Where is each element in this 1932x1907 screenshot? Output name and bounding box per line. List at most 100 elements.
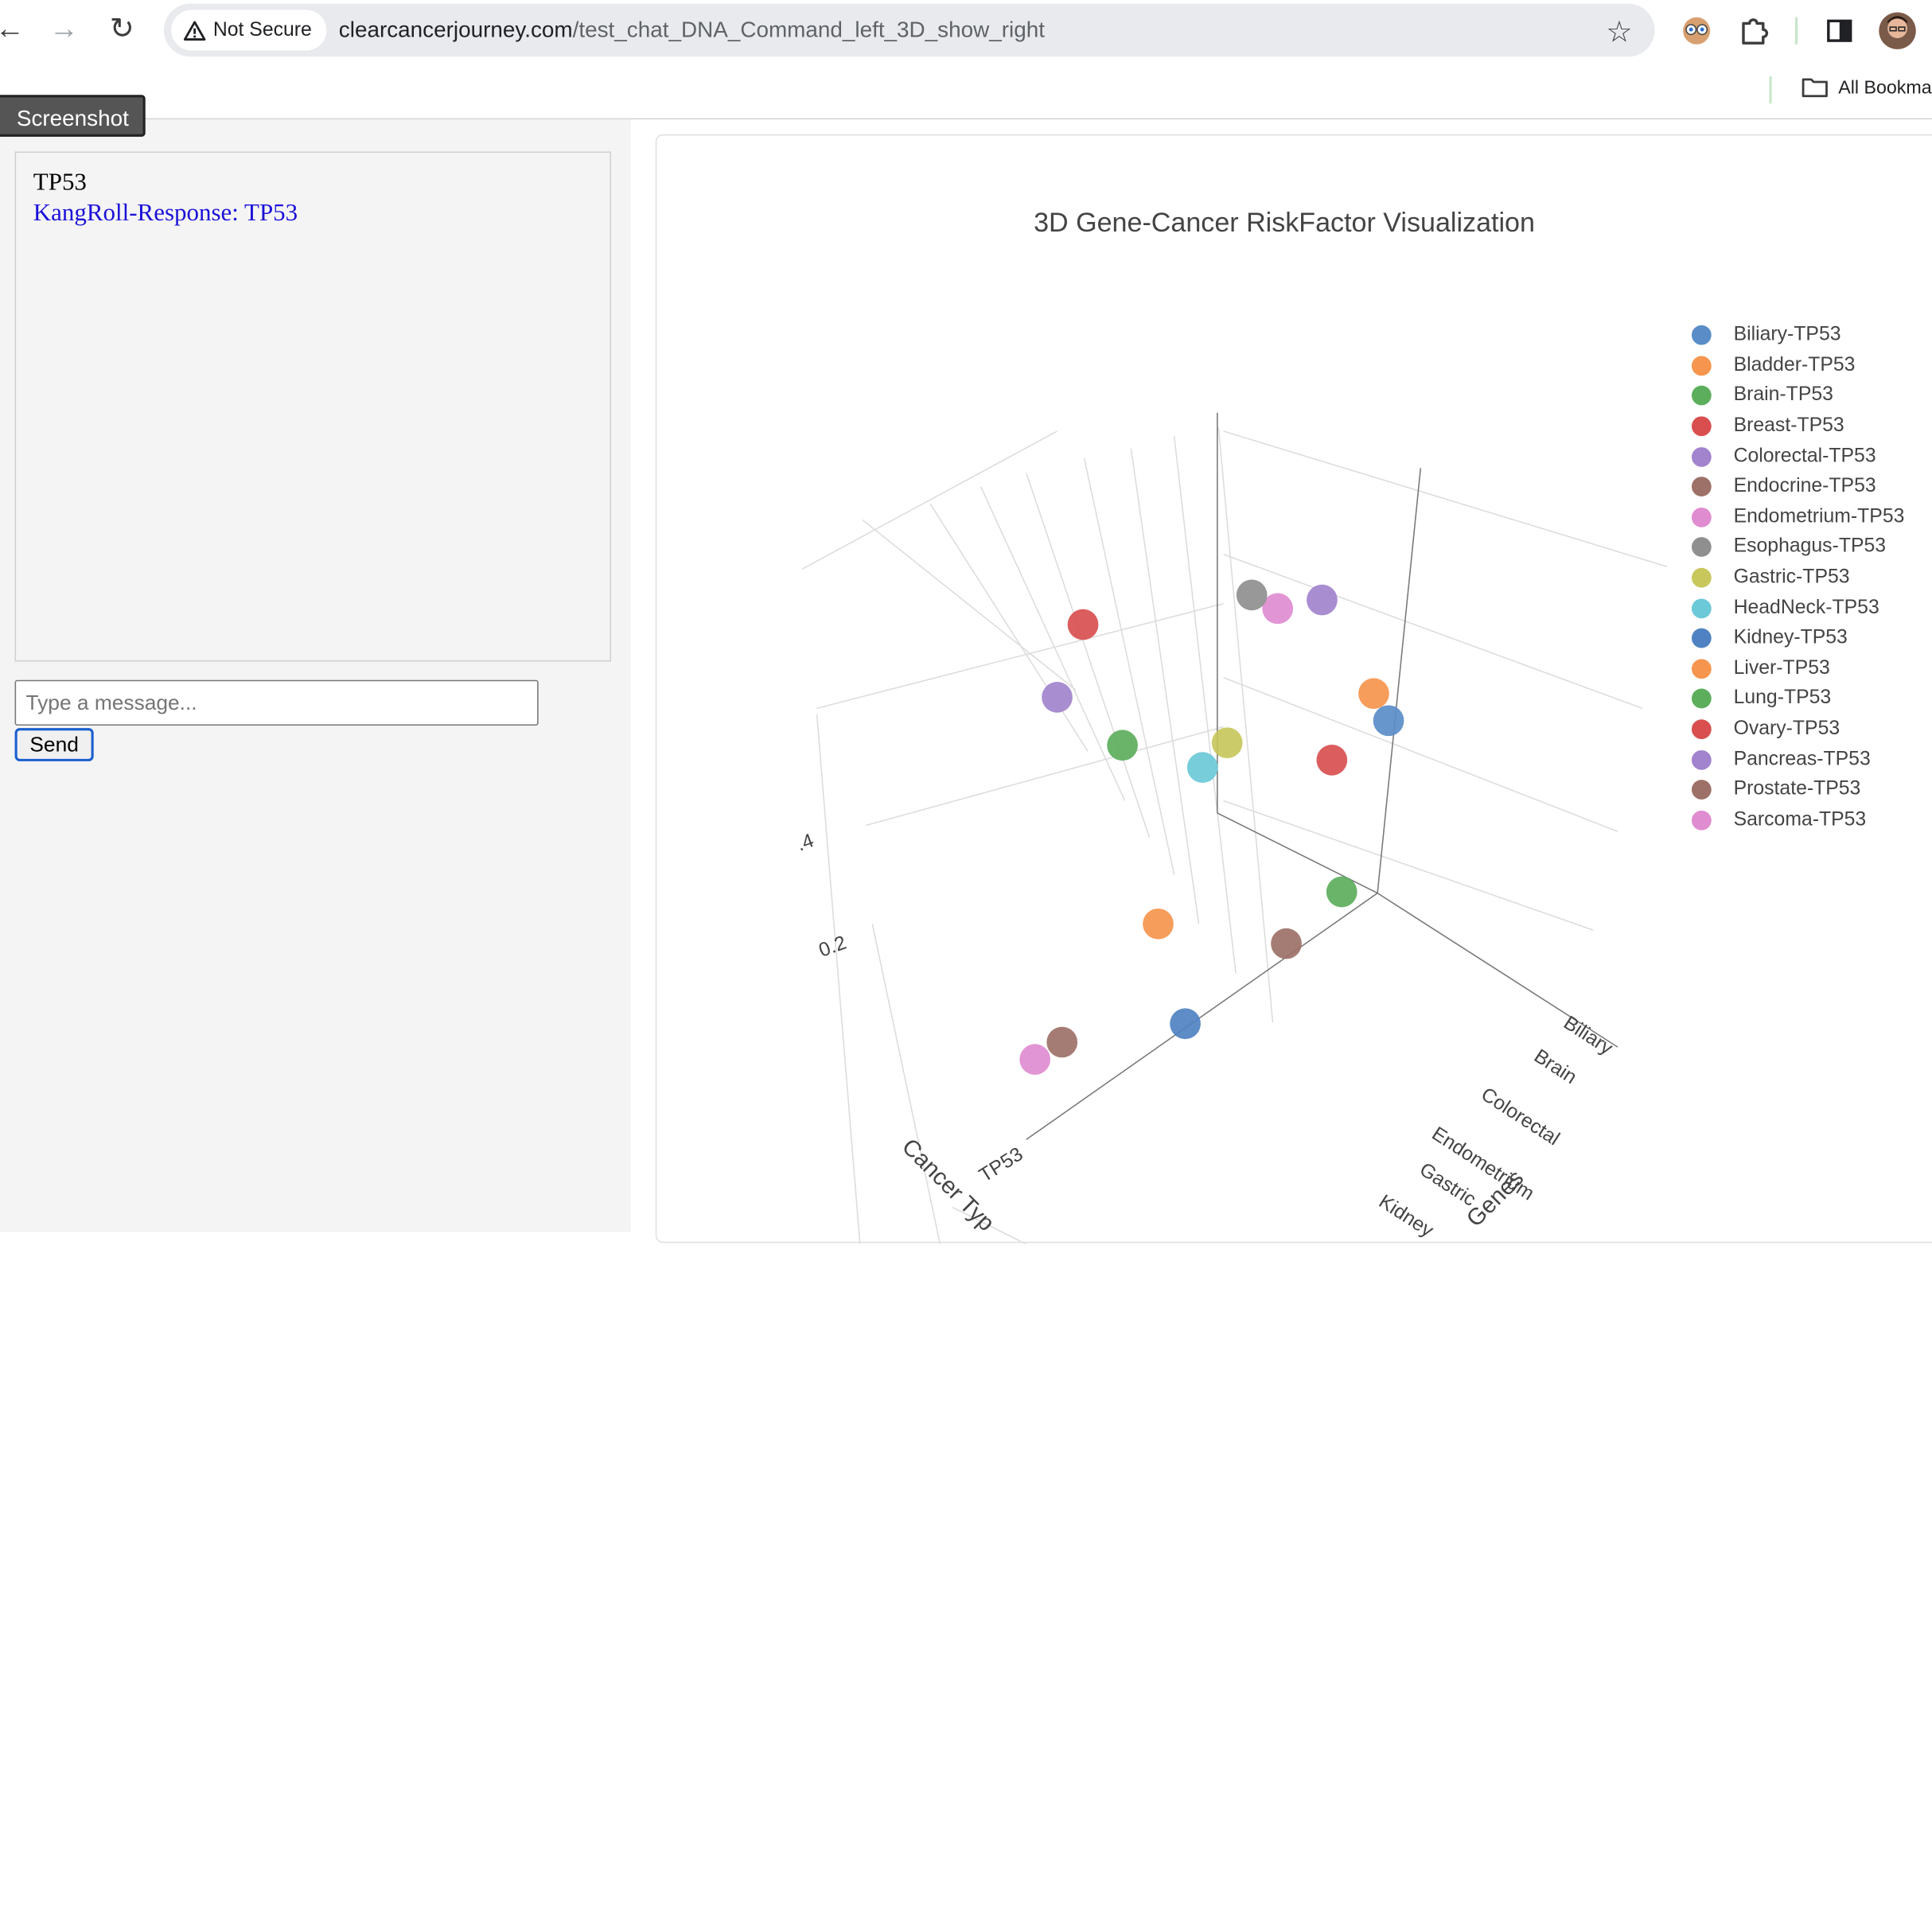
- legend-marker: [1691, 689, 1712, 709]
- legend-item[interactable]: Brain-TP53: [1687, 381, 1905, 411]
- data-point: [1170, 1008, 1201, 1040]
- legend-item[interactable]: Esophagus-TP53: [1687, 532, 1905, 562]
- legend-label: Pancreas-TP53: [1733, 748, 1871, 770]
- axis-line: [1026, 892, 1378, 1140]
- legend-item[interactable]: Sarcoma-TP53: [1687, 805, 1905, 835]
- x-axis-title: Cancer Typ: [897, 1134, 999, 1236]
- axis-line: [1217, 812, 1378, 894]
- legend-label: Sarcoma-TP53: [1733, 808, 1867, 831]
- legend-marker: [1691, 749, 1712, 770]
- grid-line: [816, 714, 861, 1244]
- forward-arrow-icon[interactable]: →: [49, 12, 80, 46]
- grid-line: [866, 726, 1224, 827]
- grid-line: [801, 430, 1058, 570]
- legend-item[interactable]: Pancreas-TP53: [1687, 745, 1905, 775]
- legend-item[interactable]: Kidney-TP53: [1687, 623, 1905, 653]
- all-bookmarks-button[interactable]: All Bookma: [1802, 76, 1932, 99]
- grid-line: [862, 519, 1077, 691]
- grid-line: [1130, 448, 1200, 924]
- grid-line: [980, 486, 1126, 801]
- z-tick-label: .4: [794, 830, 817, 856]
- data-point: [1262, 593, 1294, 625]
- bookmarks-bar: All Bookma: [0, 61, 1932, 120]
- legend-label: Endometrium-TP53: [1733, 506, 1905, 527]
- legend-item[interactable]: Colorectal-TP53: [1687, 442, 1905, 472]
- legend-marker: [1691, 416, 1712, 437]
- warning-icon: [183, 20, 206, 41]
- plot-panel: Biliary Brain Colorectal Endometrium Gastric…: [655, 134, 1932, 1244]
- data-point: [1211, 727, 1243, 759]
- security-label: Not Secure: [212, 19, 312, 41]
- data-point: [1326, 876, 1357, 908]
- z-tick-label: 0.2: [816, 932, 850, 962]
- legend-label: Colorectal-TP53: [1733, 446, 1876, 467]
- data-point: [1307, 584, 1338, 616]
- 3d-scatter-plot[interactable]: BiliaryBrainColorectalEndometriumGastric…: [656, 135, 1932, 1244]
- legend-label: HeadNeck-TP53: [1733, 597, 1879, 618]
- legend-marker: [1691, 780, 1712, 800]
- back-arrow-icon[interactable]: ←: [0, 12, 27, 46]
- side-panel-icon[interactable]: [1821, 12, 1858, 49]
- grid-line: [1223, 554, 1643, 710]
- data-point: [1358, 678, 1389, 710]
- data-point: [1186, 752, 1218, 784]
- bookmark-star-icon[interactable]: ☆: [1606, 16, 1633, 49]
- x-tick-label: TP53: [976, 1143, 1027, 1186]
- axis-line: [1377, 892, 1618, 1048]
- grid-line: [1223, 800, 1594, 931]
- chat-panel: TP53 KangRoll-Response: TP53 Send: [0, 119, 631, 1232]
- data-point: [1042, 682, 1073, 713]
- legend-item[interactable]: Ovary-TP53: [1687, 714, 1905, 745]
- address-bar[interactable]: Not Secure clearcancerjourney.com/test_c…: [163, 3, 1655, 57]
- y-tick-label: Colorectal: [1477, 1084, 1563, 1150]
- extension-owl-icon[interactable]: [1678, 12, 1715, 49]
- legend-item[interactable]: Liver-TP53: [1687, 653, 1905, 683]
- grid-line: [1173, 436, 1237, 974]
- reload-icon[interactable]: ↻: [109, 12, 134, 46]
- legend-label: Brain-TP53: [1733, 384, 1833, 407]
- legend-item[interactable]: HeadNeck-TP53: [1687, 593, 1905, 623]
- legend-item[interactable]: Breast-TP53: [1687, 411, 1905, 442]
- legend-item[interactable]: Gastric-TP53: [1687, 562, 1905, 593]
- send-button[interactable]: Send: [14, 728, 94, 761]
- grid-line: [816, 602, 1224, 710]
- all-bookmarks-label: All Bookma: [1838, 76, 1932, 99]
- legend-item[interactable]: Bladder-TP53: [1687, 351, 1905, 381]
- data-point: [1107, 730, 1138, 761]
- legend-marker: [1691, 567, 1712, 588]
- data-point: [1236, 579, 1268, 611]
- page-content: TP53 KangRoll-Response: TP53 Send Screen…: [0, 95, 1932, 1244]
- message-input[interactable]: [14, 679, 539, 726]
- legend-item[interactable]: Endometrium-TP53: [1687, 502, 1905, 532]
- grid-line: [1223, 676, 1618, 832]
- legend-marker: [1691, 659, 1712, 679]
- legend-label: Gastric-TP53: [1733, 566, 1850, 588]
- legend-marker: [1691, 325, 1712, 346]
- chat-message-user: TP53: [33, 169, 87, 197]
- url-domain: clearcancerjourney.com: [338, 17, 573, 42]
- url-text[interactable]: clearcancerjourney.com/test_chat_DNA_Com…: [339, 18, 1045, 44]
- legend-item[interactable]: Endocrine-TP53: [1687, 472, 1905, 502]
- legend-item[interactable]: Prostate-TP53: [1687, 775, 1905, 805]
- toolbar-divider: [1795, 17, 1798, 45]
- grid-line: [871, 924, 941, 1244]
- legend-item[interactable]: Biliary-TP53: [1687, 321, 1905, 351]
- extensions-puzzle-icon[interactable]: [1736, 12, 1773, 49]
- plot-title: 3D Gene-Cancer RiskFactor Visualization: [1034, 207, 1535, 238]
- security-chip[interactable]: Not Secure: [171, 10, 327, 51]
- chat-message-bot: KangRoll-Response: TP53: [33, 199, 298, 227]
- y-tick-label: Brain: [1530, 1045, 1580, 1088]
- legend-marker: [1691, 597, 1712, 618]
- data-point: [1316, 745, 1348, 776]
- grid-line: [1223, 430, 1668, 568]
- screenshot-button[interactable]: Screenshot: [0, 95, 146, 137]
- legend-label: Esophagus-TP53: [1733, 536, 1887, 558]
- legend-label: Bladder-TP53: [1733, 354, 1856, 376]
- profile-avatar-icon[interactable]: [1878, 11, 1918, 51]
- data-point: [1143, 908, 1174, 940]
- legend-label: Prostate-TP53: [1733, 778, 1861, 800]
- legend-item[interactable]: Lung-TP53: [1687, 684, 1905, 714]
- grid-line: [1083, 457, 1175, 875]
- plot-legend: Biliary-TP53 Bladder-TP53 Brain-TP53 Breast…: [1687, 321, 1905, 835]
